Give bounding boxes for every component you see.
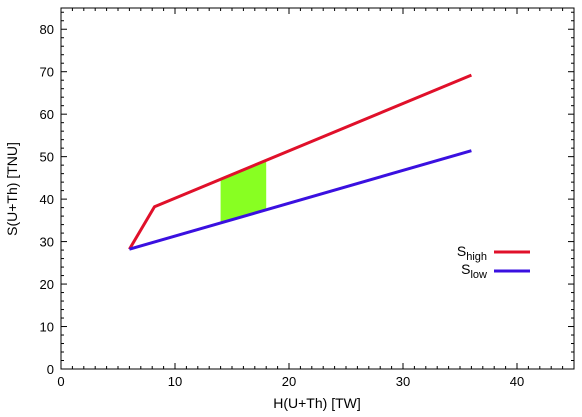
y-tick-label: 10 bbox=[40, 320, 54, 335]
legend-label-s-high-sub: high bbox=[466, 251, 487, 263]
series-line-s-high bbox=[128, 73, 472, 250]
y-tick-label: 70 bbox=[40, 65, 54, 80]
x-tick-label: 40 bbox=[510, 374, 524, 389]
legend-label-s-high-main: S bbox=[457, 243, 466, 259]
legend-label-s-low-sub: low bbox=[470, 269, 487, 281]
x-tick-label: 20 bbox=[282, 374, 296, 389]
x-tick-label: 10 bbox=[168, 374, 182, 389]
tick-layer: 0 10 20 30 40 0 10 20 30 40 50 60 70 80 bbox=[40, 8, 575, 389]
y-tick-label: 40 bbox=[40, 192, 54, 207]
series-layer bbox=[128, 73, 472, 251]
legend-label-s-high: Shigh bbox=[457, 243, 487, 263]
legend: Shigh Slow bbox=[457, 243, 530, 281]
y-tick-label: 50 bbox=[40, 150, 54, 165]
legend-label-s-low: Slow bbox=[461, 261, 487, 281]
y-tick-label: 20 bbox=[40, 277, 54, 292]
x-axis-label: H(U+Th) [TW] bbox=[273, 395, 361, 411]
y-tick-label: 60 bbox=[40, 107, 54, 122]
y-tick-label: 80 bbox=[40, 22, 54, 37]
series-line-s-low bbox=[128, 149, 472, 251]
plot-frame bbox=[60, 7, 575, 370]
y-axis-label: S(U+Th) [TNU] bbox=[4, 142, 20, 236]
y-tick-label: 0 bbox=[47, 362, 54, 377]
legend-label-s-low-main: S bbox=[461, 261, 470, 277]
y-tick-label: 30 bbox=[40, 235, 54, 250]
x-tick-label: 30 bbox=[396, 374, 410, 389]
x-tick-label: 0 bbox=[57, 374, 64, 389]
axes bbox=[60, 7, 575, 370]
